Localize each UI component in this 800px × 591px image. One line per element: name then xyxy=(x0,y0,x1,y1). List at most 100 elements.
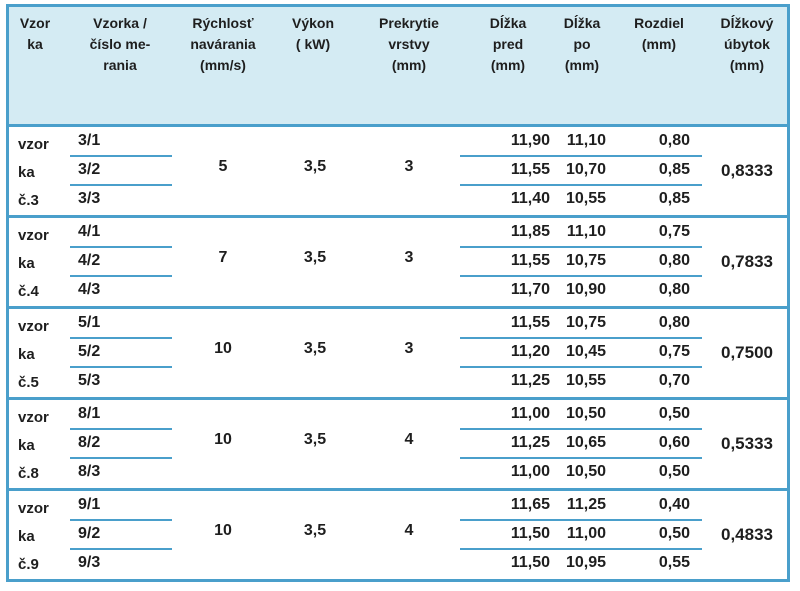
measurement-id: 3/2 xyxy=(78,161,101,178)
length-after-value: 10,90 xyxy=(565,281,606,298)
measurement-id: 8/1 xyxy=(78,405,101,422)
length-after-value: 10,50 xyxy=(565,463,606,480)
length-before-value: 11,25 xyxy=(510,372,550,389)
power-value: 3,5 xyxy=(303,522,327,539)
hdr-welding-speed: Rýchlosť navárania (mm/s) xyxy=(190,15,256,73)
length-after-value: 10,95 xyxy=(565,554,606,571)
sample-label: vzor ka č.4 xyxy=(18,227,49,300)
length-before-value: 11,00 xyxy=(510,405,550,422)
row-divider xyxy=(460,155,702,157)
length-before-value: 11,55 xyxy=(510,314,550,331)
measurement-id: 3/3 xyxy=(78,190,101,207)
power-value: 3,5 xyxy=(303,249,327,266)
row-divider xyxy=(460,548,702,550)
layer-overlap-value: 3 xyxy=(404,340,414,357)
welding-speed-value: 10 xyxy=(214,431,232,448)
welding-speed-value: 10 xyxy=(214,522,232,539)
length-after-value: 10,75 xyxy=(565,314,606,331)
difference-value: 0,85 xyxy=(658,190,690,207)
group-separator xyxy=(9,397,787,400)
table-header xyxy=(9,7,787,125)
row-divider xyxy=(70,428,172,430)
sample-label: vzor ka č.5 xyxy=(18,318,49,391)
group-separator xyxy=(9,124,787,127)
welding-speed-value: 10 xyxy=(214,340,232,357)
row-divider xyxy=(70,548,172,550)
length-loss-value: 0,7833 xyxy=(721,252,773,271)
group-separator xyxy=(9,306,787,309)
length-loss-value: 0,8333 xyxy=(721,161,773,180)
row-divider xyxy=(70,457,172,459)
row-divider xyxy=(460,275,702,277)
power-value: 3,5 xyxy=(303,340,327,357)
length-after-value: 10,55 xyxy=(565,372,606,389)
difference-value: 0,75 xyxy=(658,343,690,360)
length-before-value: 11,40 xyxy=(510,190,550,207)
measurement-id: 5/3 xyxy=(78,372,101,389)
difference-value: 0,80 xyxy=(658,314,690,331)
row-divider xyxy=(70,366,172,368)
row-divider xyxy=(70,519,172,521)
hdr-layer-overlap: Prekrytie vrstvy (mm) xyxy=(379,15,439,73)
length-before-value: 11,90 xyxy=(510,132,550,149)
length-after-value: 11,10 xyxy=(566,132,606,149)
difference-value: 0,50 xyxy=(658,463,690,480)
length-before-value: 11,50 xyxy=(510,525,550,542)
group-separator xyxy=(9,215,787,218)
row-divider xyxy=(460,337,702,339)
power-value: 3,5 xyxy=(303,431,327,448)
length-after-value: 11,25 xyxy=(566,496,606,513)
measurement-id: 5/1 xyxy=(78,314,101,331)
sample-label: vzor ka č.3 xyxy=(18,136,49,209)
measurement-id: 8/3 xyxy=(78,463,101,480)
layer-overlap-value: 4 xyxy=(404,522,414,539)
length-after-value: 10,50 xyxy=(565,405,606,422)
length-before-value: 11,00 xyxy=(510,463,550,480)
hdr-difference: Rozdiel (mm) xyxy=(634,15,684,52)
row-divider xyxy=(70,275,172,277)
difference-value: 0,40 xyxy=(658,496,690,513)
measurement-id: 8/2 xyxy=(78,434,101,451)
difference-value: 0,70 xyxy=(658,372,690,389)
difference-value: 0,50 xyxy=(658,405,690,422)
length-after-value: 10,45 xyxy=(565,343,606,360)
row-divider xyxy=(460,519,702,521)
length-after-value: 10,70 xyxy=(565,161,606,178)
length-before-value: 11,70 xyxy=(510,281,550,298)
length-loss-value: 0,7500 xyxy=(721,343,773,362)
length-before-value: 11,25 xyxy=(510,434,550,451)
length-after-value: 10,55 xyxy=(565,190,606,207)
measurement-id: 3/1 xyxy=(78,132,101,149)
sample-label: vzor ka č.9 xyxy=(18,500,49,573)
row-divider xyxy=(460,246,702,248)
row-divider xyxy=(460,457,702,459)
difference-value: 0,80 xyxy=(658,132,690,149)
row-divider xyxy=(460,184,702,186)
measurement-id: 4/2 xyxy=(78,252,101,269)
measurement-id: 9/2 xyxy=(78,525,101,542)
measurement-id: 9/1 xyxy=(78,496,101,513)
measurement-id: 4/3 xyxy=(78,281,101,298)
difference-value: 0,80 xyxy=(658,281,690,298)
row-divider xyxy=(460,428,702,430)
row-divider xyxy=(70,246,172,248)
measurement-id: 9/3 xyxy=(78,554,101,571)
length-before-value: 11,55 xyxy=(510,252,550,269)
length-after-value: 10,75 xyxy=(565,252,606,269)
welding-speed-value: 5 xyxy=(218,158,228,175)
difference-value: 0,50 xyxy=(658,525,690,542)
hdr-sample: Vzor ka xyxy=(19,15,51,52)
length-before-value: 11,55 xyxy=(510,161,550,178)
difference-value: 0,80 xyxy=(658,252,690,269)
difference-value: 0,85 xyxy=(658,161,690,178)
length-before-value: 11,50 xyxy=(510,554,550,571)
hdr-length-after: Dĺžka po (mm) xyxy=(563,15,601,73)
hdr-power: Výkon ( kW) xyxy=(291,15,334,52)
hdr-length-loss: Dĺžkový úbytok (mm) xyxy=(720,15,774,73)
row-divider xyxy=(70,155,172,157)
power-value: 3,5 xyxy=(303,158,327,175)
welding-speed-value: 7 xyxy=(218,249,228,266)
layer-overlap-value: 3 xyxy=(404,249,414,266)
row-divider xyxy=(70,184,172,186)
